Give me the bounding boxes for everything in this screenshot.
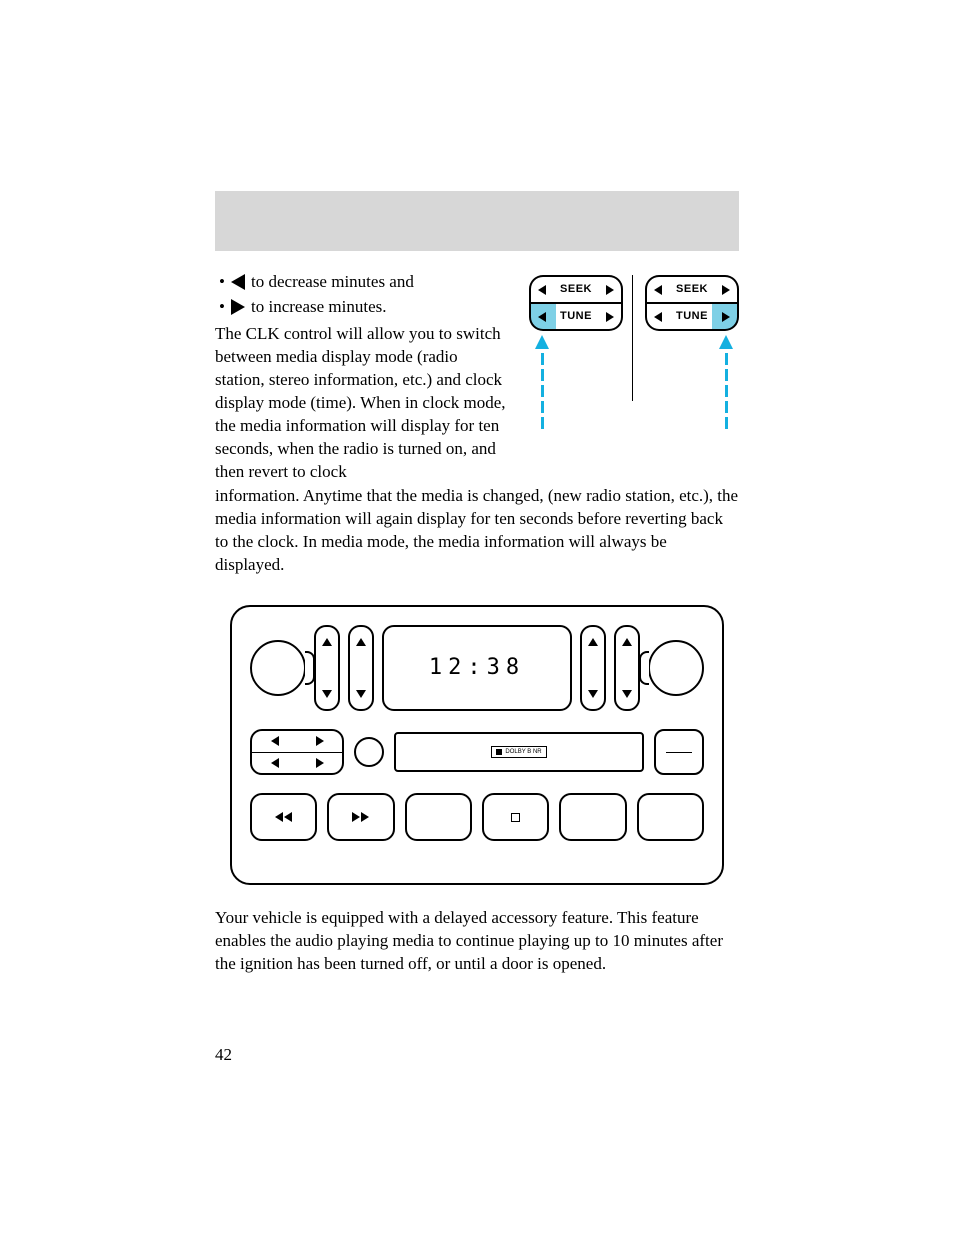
bullet-text: to increase minutes.	[251, 296, 387, 319]
seek-tune-right-group: SEEK TUNE	[645, 275, 739, 331]
header-band	[215, 191, 739, 251]
up-arrow-icon	[356, 638, 366, 646]
right-arrow-icon	[722, 312, 730, 322]
seek-label: SEEK	[676, 282, 708, 297]
bullet-dot: •	[215, 271, 229, 294]
page-number: 42	[215, 1044, 232, 1067]
right-arrow-icon	[606, 285, 614, 295]
rewind-button	[250, 793, 317, 841]
right-triangle-icon	[231, 299, 245, 315]
clk-paragraph-full: information. Anytime that the media is c…	[215, 485, 739, 577]
seek-scan-pad	[250, 729, 344, 775]
clock-display: 12:38	[382, 625, 572, 711]
down-arrow-icon	[588, 690, 598, 698]
radio-row-1: 12:38	[250, 625, 704, 711]
tune-label: TUNE	[560, 309, 592, 324]
seek-tune-diagram: SEEK TUNE SEEK TUNE	[529, 271, 739, 461]
bullet-decrease: • to decrease minutes and	[215, 271, 509, 294]
upper-text-column: • to decrease minutes and • to increase …	[215, 271, 509, 483]
tune-label: TUNE	[676, 309, 708, 324]
blank-button-2	[559, 793, 626, 841]
right-arrow-icon	[316, 736, 324, 746]
preset-column	[348, 625, 374, 711]
left-arrow-icon	[271, 758, 279, 768]
dolby-label: DOLBY B NR	[491, 746, 546, 758]
stop-icon	[511, 813, 520, 822]
indicator-arrow-left	[535, 335, 549, 429]
radio-row-2: DOLBY B NR	[250, 729, 704, 775]
left-arrow-icon	[538, 285, 546, 295]
left-triangle-icon	[231, 274, 245, 290]
left-arrow-icon	[654, 285, 662, 295]
blank-button-3	[637, 793, 704, 841]
right-arrow-icon	[606, 312, 614, 322]
up-arrow-icon	[322, 638, 332, 646]
volume-knob	[250, 640, 306, 696]
up-arrow-icon	[588, 638, 598, 646]
cassette-slot: DOLBY B NR	[394, 732, 644, 772]
small-knob	[354, 737, 384, 767]
vertical-divider	[632, 275, 633, 401]
left-arrow-icon	[654, 312, 662, 322]
tune-button-right: TUNE	[645, 303, 739, 331]
down-arrow-icon	[322, 690, 332, 698]
radio-row-3	[250, 793, 704, 841]
preset-column	[614, 625, 640, 711]
tune-knob	[648, 640, 704, 696]
right-arrow-icon	[316, 758, 324, 768]
tune-button-left: TUNE	[529, 303, 623, 331]
preset-column	[314, 625, 340, 711]
dolby-icon	[496, 749, 502, 755]
right-arrow-icon	[722, 285, 730, 295]
delayed-accessory-paragraph: Your vehicle is equipped with a delayed …	[215, 907, 739, 976]
stop-button	[482, 793, 549, 841]
time-value: 12:38	[429, 653, 525, 683]
fast-forward-button	[327, 793, 394, 841]
left-arrow-icon	[538, 312, 546, 322]
bullet-dot: •	[215, 296, 229, 319]
page-content: • to decrease minutes and • to increase …	[0, 0, 954, 976]
eject-button	[654, 729, 704, 775]
down-arrow-icon	[622, 690, 632, 698]
bullet-increase: • to increase minutes.	[215, 296, 509, 319]
up-arrow-icon	[622, 638, 632, 646]
left-arrow-icon	[271, 736, 279, 746]
down-arrow-icon	[356, 690, 366, 698]
dolby-text: DOLBY B NR	[505, 748, 541, 756]
seek-button-right: SEEK	[645, 275, 739, 303]
radio-illustration: 12:38	[230, 605, 724, 885]
clk-paragraph-narrow: The CLK control will allow you to switch…	[215, 323, 509, 484]
seek-tune-left-group: SEEK TUNE	[529, 275, 623, 331]
seek-label: SEEK	[560, 282, 592, 297]
blank-button-1	[405, 793, 472, 841]
indicator-arrow-right	[719, 335, 733, 429]
preset-column	[580, 625, 606, 711]
seek-button-left: SEEK	[529, 275, 623, 303]
upper-section: • to decrease minutes and • to increase …	[215, 271, 739, 483]
bullet-text: to decrease minutes and	[251, 271, 414, 294]
